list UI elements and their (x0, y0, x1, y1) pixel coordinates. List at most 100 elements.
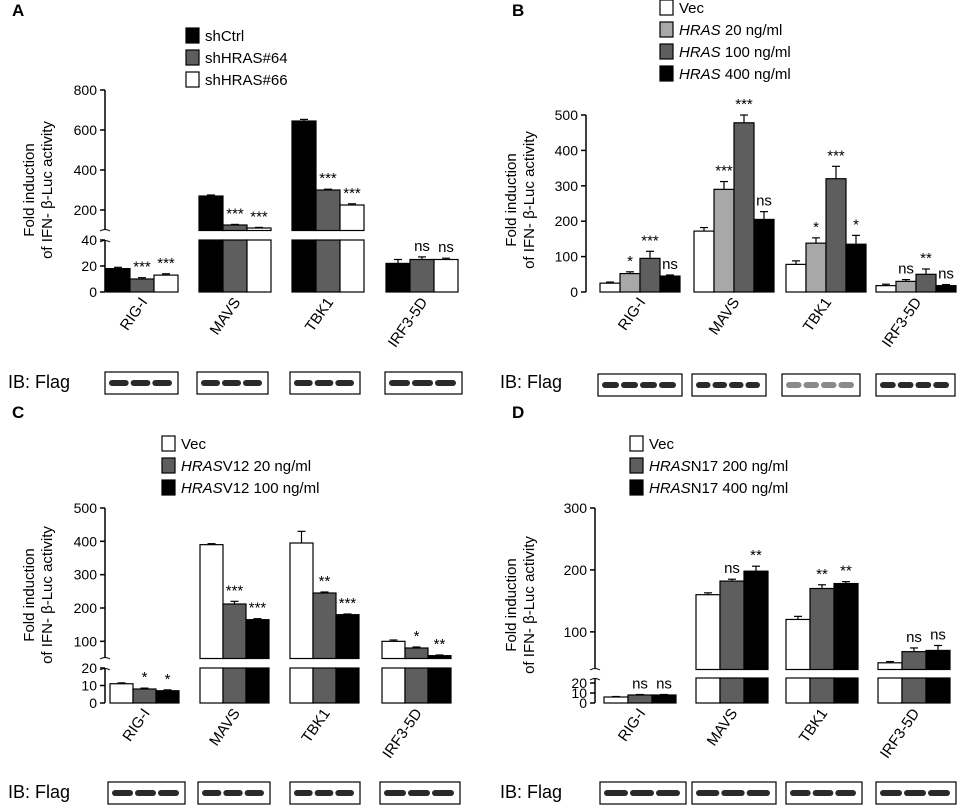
bar (753, 218, 775, 293)
bar (246, 239, 272, 293)
bar (925, 649, 951, 671)
legend-swatch (659, 65, 674, 82)
panel-letter: B (512, 1, 524, 20)
y-tick-label: 300 (555, 178, 579, 194)
category-label: MAVS (704, 706, 742, 750)
blot-band (659, 382, 676, 388)
blot-band (130, 380, 151, 386)
blot-band (314, 380, 334, 386)
bar (132, 688, 157, 704)
bar (129, 278, 155, 293)
blot-band (389, 380, 410, 386)
bar (809, 677, 835, 704)
legend-entry: Vec (649, 436, 675, 453)
blot-band (158, 790, 179, 796)
bar (719, 580, 745, 671)
blot-label: IB: Flag (500, 782, 562, 802)
bar (315, 239, 341, 293)
blot-band (202, 790, 222, 796)
category-label: IRF3-5D (879, 294, 926, 350)
blot-band (790, 790, 811, 796)
significance-label: ns (662, 256, 678, 273)
significance-label: *** (735, 96, 753, 113)
bar (915, 273, 937, 293)
bar (381, 640, 406, 660)
legend-swatch (161, 457, 176, 474)
legend-entry: HRAS 20 ng/ml (679, 22, 782, 39)
category-label: TBK1 (302, 295, 337, 335)
legend-entry: HRASV12 20 ng/ml (181, 458, 311, 475)
bar (627, 694, 653, 704)
bar (339, 239, 365, 293)
blot-band (880, 382, 896, 388)
bar (695, 594, 721, 671)
bar (339, 204, 365, 232)
legend-entry-text: Vec (679, 0, 705, 17)
blot-band (838, 382, 854, 388)
blot-band (604, 790, 628, 796)
y-tick-label: 100 (555, 249, 579, 265)
blot-band (223, 790, 243, 796)
y-axis-label-line2: of IFN- β-Luc activity (39, 121, 56, 259)
bar (659, 275, 681, 293)
bar (245, 667, 270, 704)
legend-swatch (659, 0, 674, 16)
y-tick-label: 0 (89, 695, 97, 711)
bar (877, 662, 903, 671)
y-tick-label: 600 (74, 122, 98, 138)
category-label: MAVS (206, 706, 244, 750)
legend-entry-text: N17 400 ng/ml (691, 480, 789, 497)
blot-band (244, 790, 264, 796)
significance-label: ns (414, 238, 430, 255)
y-tick-label: 200 (564, 562, 588, 578)
legend-swatch (629, 435, 644, 452)
significance-label: ns (906, 629, 922, 646)
significance-label: ** (750, 547, 762, 564)
category-label: TBK1 (800, 295, 835, 335)
bar (199, 544, 224, 660)
significance-label: ** (920, 250, 932, 267)
legend-entry: Vec (679, 0, 705, 17)
y-tick-label: 0 (570, 284, 578, 300)
bar (693, 230, 715, 293)
blot-label: IB: Flag (8, 372, 70, 392)
blot-band (630, 790, 654, 796)
bar (875, 285, 897, 293)
blot-band (821, 382, 837, 388)
y-tick-label: 100 (74, 633, 98, 649)
bar (289, 667, 314, 704)
y-tick-label: 300 (74, 567, 98, 583)
bar (599, 282, 621, 293)
bar (619, 272, 641, 293)
significance-label: *** (339, 595, 357, 612)
bar (743, 677, 769, 704)
y-tick-label: 20 (81, 660, 97, 676)
blot-band (432, 790, 454, 796)
category-label: IRF3-5D (379, 705, 426, 761)
blot-band (135, 790, 156, 796)
bar (825, 178, 847, 293)
bar (199, 667, 224, 704)
bar (603, 696, 629, 704)
bar (785, 263, 807, 293)
significance-label: *** (715, 163, 733, 180)
significance-label: *** (827, 147, 845, 164)
legend-entry-text: Vec (649, 436, 675, 453)
y-axis-label-line2: of IFN- β-Luc activity (521, 131, 538, 269)
legend-entry: shCtrl (205, 28, 244, 45)
y-tick-label: 400 (555, 142, 579, 158)
legend-entry-text: 100 ng/ml (721, 44, 791, 61)
significance-label: ns (438, 239, 454, 256)
significance-label: ** (434, 636, 446, 653)
significance-label: ns (632, 676, 648, 693)
category-label: RIG-I (117, 295, 151, 334)
legend-entry-text: V12 20 ng/ml (223, 458, 311, 475)
legend-entry-text: shHRAS#64 (205, 50, 288, 67)
y-axis-label-line2: of IFN- β-Luc activity (521, 536, 538, 674)
significance-label: ns (756, 193, 772, 210)
bar (109, 683, 134, 704)
legend-entry-gene: HRAS (181, 458, 223, 475)
y-tick-label: 200 (555, 213, 579, 229)
significance-label: ** (840, 563, 852, 580)
blot-band (835, 790, 856, 796)
